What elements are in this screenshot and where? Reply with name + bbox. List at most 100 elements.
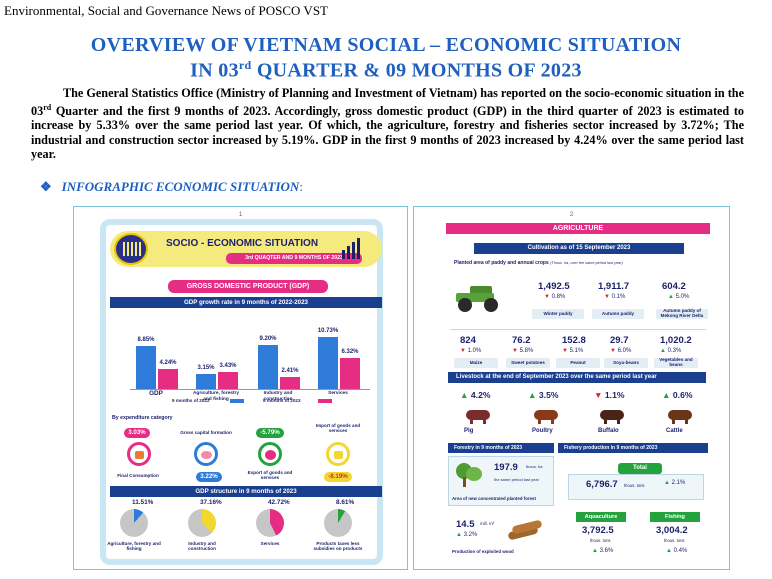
bar-value-label: 9.20% [259, 335, 277, 342]
legend-2022: 9 months of 2022 [172, 398, 210, 403]
fishery-total-change: ▲ 2.1% [664, 480, 686, 486]
livestock-change-text: 4.2% [470, 390, 491, 400]
gdp-growth-chart: 8.85% 4.24% GDP 3.15% 3.43% Agriculture, fore… [106, 311, 389, 406]
infographic-page-1: 1 SOCIO - ECONOMIC SITUATION 3rd QUAQTER… [73, 206, 408, 570]
wood-change: ▲ 3.2% [456, 532, 478, 538]
bar-value-label: 8.85% [137, 337, 155, 344]
socio-economic-title: SOCIO - ECONOMIC SITUATION [166, 238, 319, 249]
livestock-change: ▼ 1.1% [594, 390, 625, 400]
paddy-value: 1,492.5 [538, 281, 570, 292]
crop-change-text: 5.1% [569, 348, 584, 354]
bar-value-label: 3.43% [219, 363, 237, 370]
crop-value: 824 [460, 335, 476, 346]
bar-value-label: 3.15% [197, 364, 215, 371]
down-arrow-icon: ▼ [604, 294, 612, 300]
crop-label: Soya-beans [604, 358, 648, 368]
livestock-stats: ▲ 4.2% Pig ▲ 3.5% Poultry ▼ 1.1% Buffalo ▲ 0.6… [444, 386, 712, 441]
page-number: 2 [569, 212, 574, 218]
socio-economic-banner: SOCIO - ECONOMIC SITUATION 3rd QUAQTER A… [110, 231, 382, 267]
category-label: Agriculture, forestry and fishing [192, 391, 240, 402]
down-arrow-icon: ▼ [460, 348, 468, 354]
category-label: Industry and construction [263, 391, 293, 402]
cultivation-header: Cultivation as of 15 September 2023 [474, 243, 684, 254]
down-arrow-icon: ▼ [594, 390, 605, 400]
wood-unit: mill. m³ [480, 521, 495, 526]
bar-2023-1 [218, 372, 238, 389]
up-arrow-icon: ▲ [666, 548, 672, 554]
divider [450, 329, 706, 330]
import-icon [326, 442, 350, 466]
gdp-structure-pies: 11.51% Agriculture, forestry and fishing 3… [106, 499, 389, 565]
statistics-logo-icon [114, 233, 148, 265]
cattle-icon [666, 408, 696, 424]
bar-2022-1 [196, 373, 216, 389]
piggy-bank-icon [194, 442, 218, 466]
paddy-value: 604.2 [662, 281, 686, 292]
crop-value: 152.8 [562, 335, 586, 346]
paddy-label: Autumn paddy [592, 309, 644, 319]
livestock-label: Poultry [532, 428, 553, 434]
poultry-icon [532, 408, 562, 424]
down-arrow-icon: ▼ [610, 348, 618, 354]
up-arrow-icon: ▲ [662, 390, 673, 400]
paddy-change-text: 0.1% [611, 294, 626, 300]
livestock-label: Cattle [666, 428, 683, 434]
tractor-icon [456, 283, 504, 313]
export-label: Export of goods and services [247, 470, 293, 481]
paddy-change: ▲ 5.0% [668, 294, 689, 300]
logs-icon [507, 519, 543, 541]
gdp-header: GROSS DOMESTIC PRODUCT (GDP) [168, 280, 328, 293]
up-arrow-icon: ▲ [528, 390, 539, 400]
crop-change: ▲ 0.3% [660, 348, 681, 354]
planted-forest-label: Area of new concentrated planted forest [452, 496, 536, 501]
crop-change: ▼ 1.0% [460, 348, 481, 354]
structure-pie-0 [120, 509, 148, 537]
livestock-change-text: 0.6% [672, 390, 693, 400]
structure-value: 42.72% [268, 499, 290, 506]
bar-2022-0 [136, 346, 156, 389]
bar-2023-0 [158, 368, 178, 389]
import-label: Import of goods and services [315, 423, 361, 434]
paddy-change-text: 0.8% [551, 294, 566, 300]
structure-label: Industry and construction [188, 541, 216, 552]
up-arrow-icon: ▲ [660, 348, 668, 354]
crop-label: Sweet potatoes [506, 358, 550, 368]
paddy-label: Autumn paddy of Mekong River Delta [656, 308, 708, 319]
fishing-change: ▲ 0.4% [666, 548, 688, 554]
paddy-change-text: 5.0% [675, 294, 690, 300]
paddy-label: Winter paddy [532, 309, 584, 319]
aquaculture-label: Aquaculture [576, 512, 626, 522]
up-arrow-icon: ▲ [456, 532, 462, 538]
structure-label: Products taxes less subsidies on product… [313, 541, 363, 552]
bar-2022-2 [258, 344, 278, 389]
bar-2022-3 [318, 337, 338, 389]
down-arrow-icon: ▼ [562, 348, 570, 354]
up-arrow-icon: ▲ [664, 480, 670, 486]
planted-forest-period: the same period last year [494, 477, 539, 482]
livestock-change: ▲ 4.2% [460, 390, 491, 400]
crop-value: 76.2 [512, 335, 531, 346]
livestock-change: ▲ 3.5% [528, 390, 559, 400]
export-value: -5.79% [256, 428, 284, 438]
structure-pie-2 [256, 509, 284, 537]
final-consumption-value: 3.03% [124, 428, 150, 438]
agriculture-header: AGRICULTURE [446, 223, 710, 234]
paddy-change: ▼ 0.8% [544, 294, 565, 300]
crop-change-text: 1.0% [467, 348, 482, 354]
livestock-change: ▲ 0.6% [662, 390, 693, 400]
intro-paragraph: The General Statistics Office (Ministry … [31, 86, 744, 162]
category-label: Services [328, 391, 348, 396]
infographic-page-2: 2 AGRICULTURE Cultivation as of 15 Septe… [413, 206, 730, 570]
category-label: GDP [149, 390, 163, 397]
agriculture-card: AGRICULTURE Cultivation as of 15 Septemb… [444, 221, 712, 563]
up-arrow-icon: ▲ [460, 390, 471, 400]
socio-economic-subtitle: 3rd QUAQTER AND 9 MONTHS OF 2023 [226, 253, 362, 264]
bar-2023-2 [280, 377, 300, 389]
structure-value: 11.51% [132, 499, 154, 506]
pig-icon [464, 408, 494, 424]
capital-formation-value: 3.22% [196, 472, 222, 482]
forestry-header: Forestry in 9 months of 2023 [448, 443, 554, 453]
crop-change-text: 0.3% [667, 348, 682, 354]
shopping-bag-icon [127, 442, 151, 466]
paddy-value: 1,911.7 [598, 281, 630, 292]
